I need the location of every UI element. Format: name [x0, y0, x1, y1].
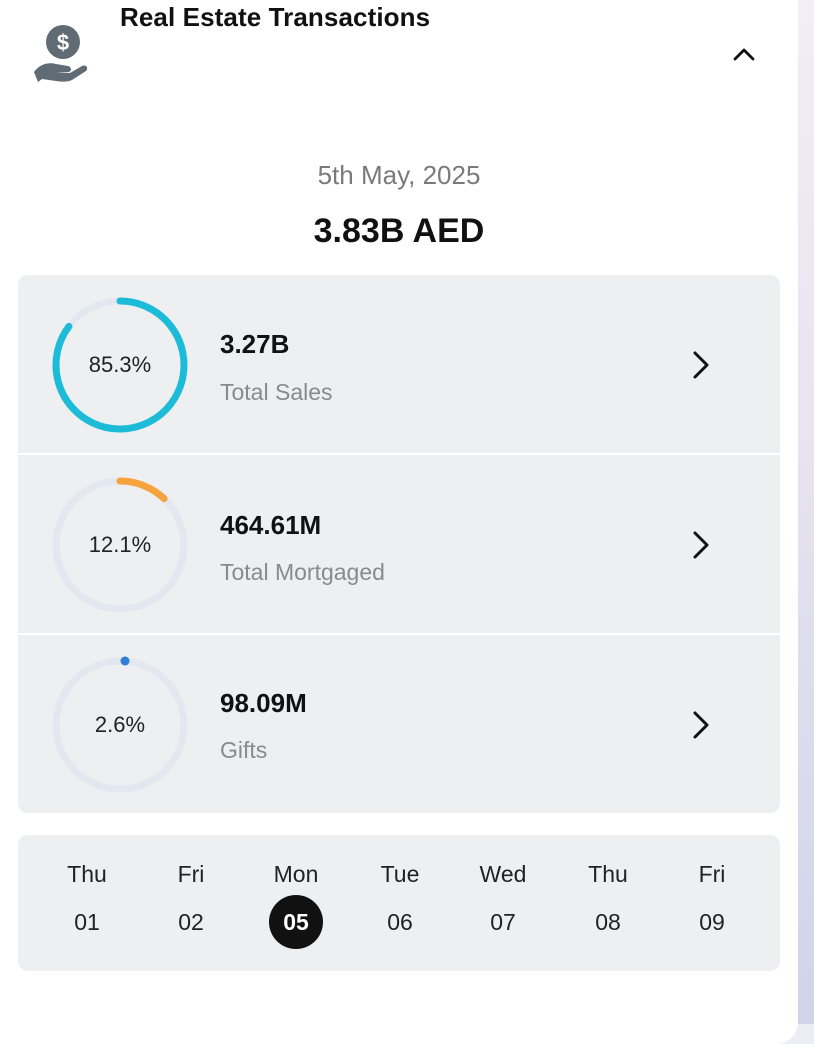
ring-progress — [52, 297, 188, 433]
amount-value: 98.09M — [220, 688, 307, 718]
amount-label: Total Sales — [220, 379, 333, 405]
day-name: Fri — [698, 861, 726, 887]
day-item[interactable]: Thu 08 — [566, 835, 650, 971]
row-total-sales[interactable]: 85.3% 3.27B Total Sales — [18, 275, 780, 453]
total-amount: 3.83B AED — [313, 212, 485, 250]
day-number: 08 — [595, 908, 621, 935]
background-edge — [798, 0, 814, 1024]
day-name: Tue — [380, 861, 420, 887]
date-label: 5th May, 2025 — [317, 160, 481, 190]
day-item[interactable]: Fri 02 — [149, 835, 233, 971]
day-name: Mon — [273, 861, 319, 887]
day-number: 06 — [387, 908, 413, 935]
day-item[interactable]: Tue 06 — [358, 835, 442, 971]
day-name: Thu — [67, 861, 107, 887]
divider — [18, 633, 780, 635]
day-item-selected[interactable]: Mon 05 — [254, 835, 338, 971]
day-name: Fri — [177, 861, 205, 887]
collapse-button[interactable] — [722, 36, 766, 72]
day-number: 01 — [74, 908, 100, 935]
day-item[interactable]: Wed 07 — [461, 835, 545, 971]
row-total-mortgaged[interactable]: 12.1% 464.61M Total Mortgaged — [18, 455, 780, 633]
ring-progress — [116, 477, 168, 503]
day-item[interactable]: Fri 09 — [670, 835, 754, 971]
day-number: 02 — [178, 908, 204, 935]
chevron-up-icon — [733, 48, 755, 61]
divider — [18, 453, 780, 455]
day-number: 07 — [490, 908, 516, 935]
svg-text:$: $ — [57, 30, 69, 55]
percentage-label: 2.6% — [94, 712, 146, 737]
percentage-ring: 2.6% — [50, 655, 190, 795]
date-selector: Thu 01 Fri 02 Mon 05 Tue 06 Wed 07 Thu 0… — [18, 835, 780, 971]
amount-label: Gifts — [220, 737, 268, 763]
day-name: Wed — [479, 861, 527, 887]
percentage-ring: 85.3% — [50, 295, 190, 435]
chevron-right-icon[interactable] — [686, 347, 716, 383]
ring-progress — [120, 656, 130, 666]
percentage-label: 12.1% — [88, 532, 152, 557]
ring-track — [52, 657, 188, 793]
amount-label: Total Mortgaged — [220, 559, 385, 585]
day-number: 09 — [699, 908, 725, 935]
hand-money-icon: $ — [30, 22, 90, 84]
chevron-right-icon[interactable] — [686, 527, 716, 563]
page-title: Real Estate Transactions — [120, 2, 431, 32]
breakdown-list: 85.3% 3.27B Total Sales 12.1% 464.61M To… — [18, 275, 780, 813]
row-gifts[interactable]: 2.6% 98.09M Gifts — [18, 635, 780, 813]
chevron-right-icon[interactable] — [686, 707, 716, 743]
day-name: Thu — [588, 861, 628, 887]
amount-value: 3.27B — [220, 329, 290, 359]
day-number: 05 — [269, 895, 323, 949]
percentage-label: 85.3% — [88, 352, 152, 377]
day-item[interactable]: Thu 01 — [45, 835, 129, 971]
amount-value: 464.61M — [220, 510, 322, 540]
percentage-ring: 12.1% — [50, 475, 190, 615]
